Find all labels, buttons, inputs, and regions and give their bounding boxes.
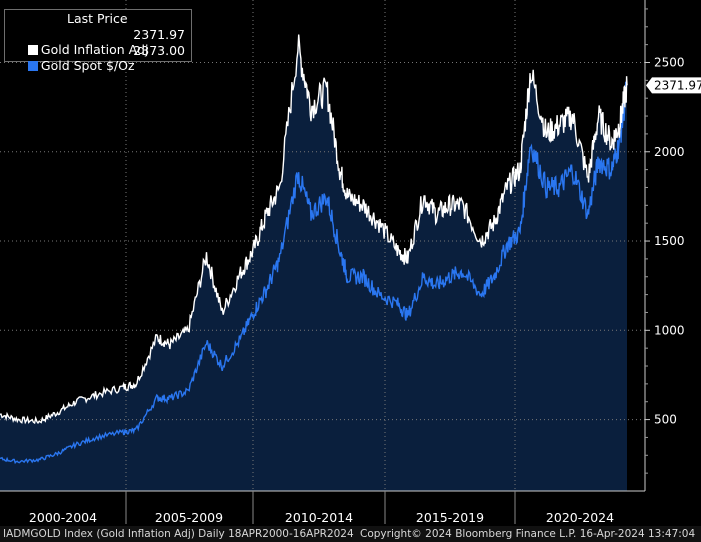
series-line-gold-inflation-adj: [0, 34, 628, 425]
y-tick-label: 1500: [654, 234, 685, 248]
y-tick-label: 2500: [654, 55, 685, 69]
last-price-tag: [646, 77, 701, 94]
x-tick-label: 2020-2024: [546, 510, 614, 525]
legend-title: Last Price: [67, 11, 128, 26]
legend-value-inflation-adj: 2371.97: [133, 27, 185, 42]
footer-copyright: Copyright© 2024 Bloomberg Finance L.P. 1…: [360, 528, 696, 540]
gold-price-chart: 500 1000 1500 2000 2500 2000-2004 2005-2009 201…: [0, 0, 701, 525]
legend-value-spot: 2373.00: [133, 43, 185, 58]
x-tick-label: 2015-2019: [416, 510, 484, 525]
y-tick-label: 500: [654, 413, 677, 427]
chart-footer: IADMGOLD Index (Gold Inflation Adj) Dail…: [0, 526, 701, 542]
x-tick-label: 2000-2004: [29, 510, 97, 525]
last-price-label: 2371.97: [654, 78, 701, 92]
x-tick-label: 2010-2014: [285, 510, 353, 525]
y-tick-label: 1000: [654, 323, 685, 337]
legend-item-spot: Gold Spot $/Oz: [12, 43, 135, 88]
footer-source: IADMGOLD Index (Gold Inflation Adj) Dail…: [3, 528, 354, 540]
series-line-gold-spot: [0, 80, 628, 465]
legend-swatch-blue: [27, 61, 38, 71]
legend-series-name: Gold Inflation Adj: [40, 42, 149, 57]
legend-item-inflation-adj: Gold Inflation Adj: [12, 27, 148, 72]
legend-series-name: Gold Spot $/Oz: [40, 58, 135, 73]
area-fill: [0, 34, 627, 491]
y-tick-label: 2000: [654, 145, 685, 159]
chart-legend: Last Price Gold Inflation Adj 2371.97 Go…: [4, 9, 192, 73]
legend-swatch-white: [27, 45, 38, 55]
x-tick-label: 2005-2009: [155, 510, 223, 525]
